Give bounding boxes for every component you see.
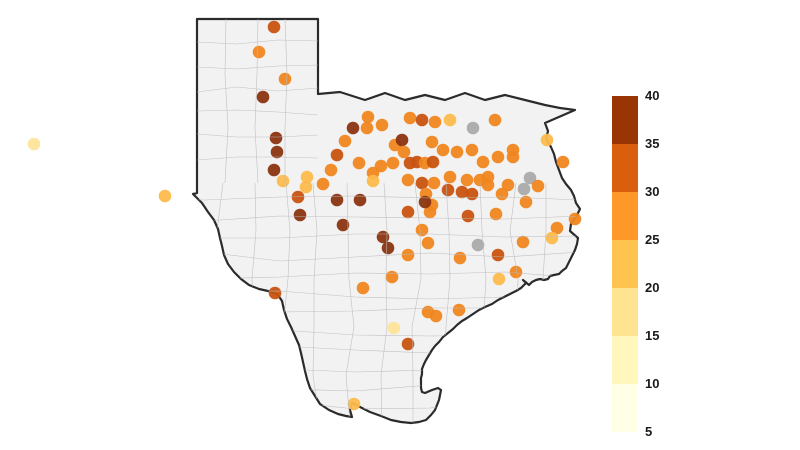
svg-text:35: 35 xyxy=(645,136,659,151)
svg-text:10: 10 xyxy=(645,376,659,391)
svg-text:20: 20 xyxy=(645,280,659,295)
svg-text:40: 40 xyxy=(645,88,659,103)
svg-text:15: 15 xyxy=(645,328,659,343)
svg-text:30: 30 xyxy=(645,184,659,199)
svg-text:5: 5 xyxy=(645,424,652,439)
svg-text:25: 25 xyxy=(645,232,659,247)
